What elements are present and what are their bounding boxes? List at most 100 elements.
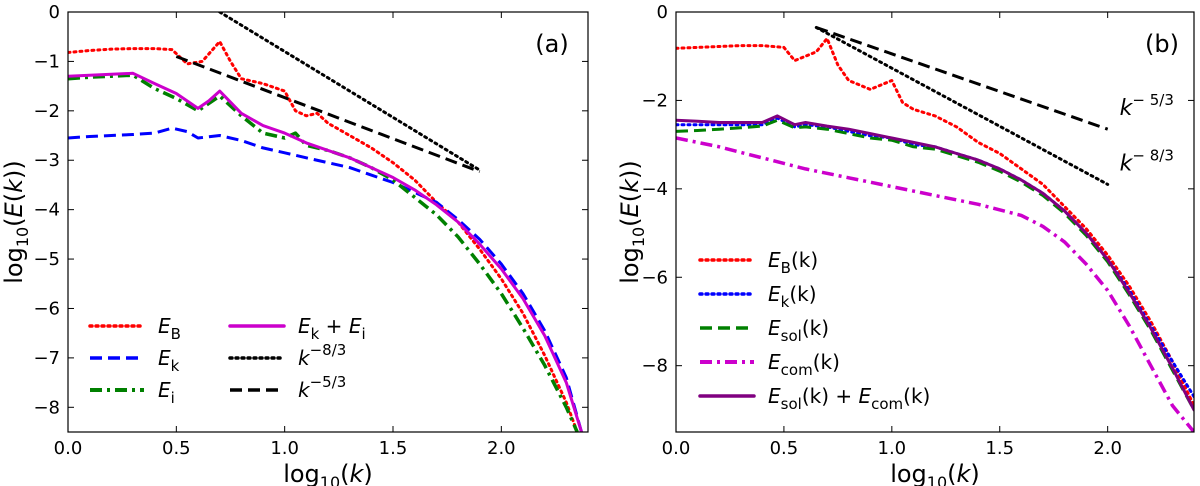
y-axis-label-var2: k xyxy=(0,178,28,193)
y-tick-label: 0 xyxy=(657,2,668,23)
legend-label-e-b-k-sub: B xyxy=(781,259,791,277)
series-line-k-5-3 xyxy=(815,26,1109,131)
series-line-k-8-3 xyxy=(218,12,482,172)
x-tick-label: 1.5 xyxy=(379,438,408,459)
legend-label-e-k-e-i-sub2: i xyxy=(361,325,365,343)
legend-label-k-5-3: k−5/3 xyxy=(298,373,346,402)
legend-label-k-5-3-main: k xyxy=(298,378,311,402)
x-tick-label: 2.0 xyxy=(487,438,516,459)
series-line-e-k-e-i xyxy=(68,71,583,432)
legend-label-e-com-k-tail: (k) xyxy=(813,350,840,374)
legend-label-k-5-3-sup: −5/3 xyxy=(310,373,347,391)
legend-label-e-com-k-sub: com xyxy=(781,361,813,379)
series-group xyxy=(68,12,583,432)
legend-label-e-sol-k-e-com-k-sub: sol xyxy=(781,395,802,413)
annotation-k-8-3: k− 8/3 xyxy=(1120,146,1174,176)
series-line-e-sol-k-e-com-k xyxy=(676,114,1194,412)
x-tick-label: 1.5 xyxy=(985,438,1014,459)
legend-label-e-k-k-sub: k xyxy=(781,293,790,311)
legend-label-e-k-sub: k xyxy=(171,357,180,375)
legend-label-e-k-e-i-main: E xyxy=(298,314,311,338)
axes-frame xyxy=(675,11,1195,433)
legend-label-e-k-e-i-plus: + xyxy=(319,314,348,338)
y-axis-label-var: E xyxy=(616,201,644,217)
y-axis-label-base: 10 xyxy=(13,227,32,247)
legend-label-e-sol-k-e-com-k-main2: E xyxy=(858,384,871,408)
series-line-e-com-k xyxy=(676,136,1194,432)
annotation-k-5-3: k− 5/3 xyxy=(1120,91,1174,121)
x-axis-label-base: 10 xyxy=(320,473,340,486)
x-axis-label-var: k xyxy=(350,460,365,486)
series-group xyxy=(676,26,1194,432)
x-axis-label-close: ) xyxy=(970,460,979,486)
series-line-e-k xyxy=(68,126,583,432)
legend-label-e-sol-k-e-com-k-tail: (k) + xyxy=(802,384,859,408)
series-line-e-b-k xyxy=(676,37,1194,407)
legend-label-e-k: Ek xyxy=(158,346,180,375)
x-tick-label: 0.5 xyxy=(162,438,191,459)
y-axis-label: log10(E(k)) xyxy=(616,160,648,284)
x-axis-label-open: ( xyxy=(947,460,956,486)
y-axis-label-var2: k xyxy=(616,178,644,193)
legend-label-e-com-k-main: E xyxy=(768,350,781,374)
legend-label-e-k-e-i: Ek + Ei xyxy=(298,314,366,343)
legend-label-e-k-e-i-main2: E xyxy=(349,314,362,338)
panel-label: (b) xyxy=(1145,30,1179,58)
legend-label-e-k-main: E xyxy=(158,346,171,370)
legend-label-e-sol-k-tail: (k) xyxy=(802,316,829,340)
y-tick-label: −5 xyxy=(33,249,60,270)
legend-label-e-k-e-i-sub: k xyxy=(311,325,320,343)
x-tick-label: 0.0 xyxy=(54,438,83,459)
legend-label-k-8-3-main: k xyxy=(298,346,311,370)
legend-label-k-8-3: k−8/3 xyxy=(298,341,346,370)
series-line-e-b xyxy=(68,40,579,432)
series-line-k-8-3 xyxy=(814,26,1110,186)
y-axis-label-open2: ( xyxy=(616,193,644,202)
y-axis-label-close: )) xyxy=(0,160,28,179)
legend-label-e-com-k: Ecom(k) xyxy=(768,350,840,379)
legend-label-e-b-k: EB(k) xyxy=(768,248,818,277)
y-tick-label: −4 xyxy=(641,179,668,200)
annotation-k-8-3-main: k xyxy=(1120,151,1134,176)
y-axis-label-close: )) xyxy=(616,160,644,179)
series-line-k-5-3 xyxy=(175,55,481,174)
legend-label-e-sol-k-e-com-k-main: E xyxy=(768,384,781,408)
x-axis-label-open: ( xyxy=(340,460,349,486)
legend-label-e-b-main: E xyxy=(158,314,171,338)
y-tick-label: 0 xyxy=(49,2,60,23)
legend-label-e-sol-k-e-com-k-tail2: (k) xyxy=(903,384,930,408)
legend-label-e-sol-k-e-com-k-sub2: com xyxy=(871,395,903,413)
x-axis-label-log: log xyxy=(890,460,927,486)
series-line-e-k-k xyxy=(676,116,1194,399)
y-tick-label: −6 xyxy=(33,298,60,319)
legend-label-e-sol-k: Esol(k) xyxy=(768,316,829,345)
annotation-k-5-3-main: k xyxy=(1120,96,1134,121)
x-tick-label: 0.0 xyxy=(662,438,691,459)
x-axis-label: log10(k) xyxy=(890,460,980,486)
panel-label: (a) xyxy=(535,30,568,58)
legend-label-e-k-k-tail: (k) xyxy=(789,282,816,306)
y-axis-label-log: log xyxy=(616,247,644,284)
legend-label-e-k-k: Ek(k) xyxy=(768,282,817,311)
legend-label-e-b-k-tail: (k) xyxy=(791,248,818,272)
y-axis-label-open2: ( xyxy=(0,193,28,202)
legend-label-e-b: EB xyxy=(158,314,181,343)
y-tick-label: −2 xyxy=(33,101,60,122)
legend-label-e-sol-k-e-com-k: Esol(k) + Ecom(k) xyxy=(768,384,930,413)
legend: EB(k)Ek(k)Esol(k)Ecom(k)Esol(k) + Ecom(k… xyxy=(698,248,930,413)
y-axis-label-log: log xyxy=(0,247,28,284)
y-tick-label: −4 xyxy=(33,200,60,221)
annotation-k-5-3-sup: − 5/3 xyxy=(1132,91,1173,109)
x-axis-label-close: ) xyxy=(363,460,372,486)
y-tick-label: −8 xyxy=(33,397,60,418)
y-tick-label: −8 xyxy=(641,356,668,377)
y-tick-label: −3 xyxy=(33,150,60,171)
x-axis-label-log: log xyxy=(283,460,320,486)
x-tick-label: 0.5 xyxy=(770,438,799,459)
series-line-e-sol-k xyxy=(676,118,1194,411)
panel-a: 0.0 0.5 1.0 1.5 2.00−1−2−3−4−5−6−7−8log10(k)… xyxy=(0,2,589,486)
y-axis-label-base: 10 xyxy=(629,227,648,247)
legend-label-e-b-sub: B xyxy=(171,325,181,343)
